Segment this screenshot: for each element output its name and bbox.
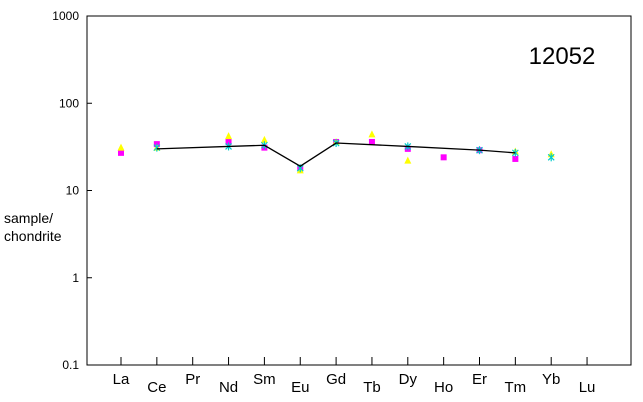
x-tick-label-lu: Lu bbox=[579, 379, 596, 396]
point-triangle bbox=[225, 132, 233, 140]
x-tick-label-tb: Tb bbox=[363, 379, 381, 396]
x-tick-label-gd: Gd bbox=[326, 371, 346, 388]
x-tick-label-pr: Pr bbox=[185, 371, 200, 388]
point-square bbox=[225, 138, 232, 145]
x-tick-label-yb: Yb bbox=[542, 371, 560, 388]
x-tick-label-nd: Nd bbox=[219, 379, 238, 396]
y-tick-label: 0.1 bbox=[62, 358, 79, 372]
x-tick-label-ce: Ce bbox=[147, 379, 166, 396]
point-square bbox=[512, 155, 519, 162]
y-axis-label-line-2: chondrite bbox=[4, 228, 62, 244]
y-tick-label: 10 bbox=[66, 184, 80, 198]
y-tick-label: 1 bbox=[72, 271, 79, 285]
series-line bbox=[156, 142, 516, 167]
chart-title: 12052 bbox=[529, 43, 596, 70]
x-tick-label-eu: Eu bbox=[291, 379, 309, 396]
x-tick-label-dy: Dy bbox=[399, 371, 418, 388]
x-tick-label-er: Er bbox=[472, 371, 487, 388]
point-triangle bbox=[260, 135, 268, 143]
point-square bbox=[440, 154, 447, 161]
point-cross bbox=[153, 143, 161, 152]
x-tick-label-ho: Ho bbox=[434, 379, 453, 396]
point-triangle bbox=[404, 156, 412, 164]
x-tick-label-la: La bbox=[113, 371, 130, 388]
x-tick-label-tm: Tm bbox=[505, 379, 527, 396]
y-tick-label: 100 bbox=[59, 96, 79, 110]
point-triangle bbox=[117, 143, 125, 151]
x-tick-label-sm: Sm bbox=[253, 371, 276, 388]
y-tick-label: 1000 bbox=[52, 9, 79, 23]
point-square bbox=[368, 138, 375, 145]
point-square bbox=[118, 149, 124, 156]
y-axis-label-line-1: sample/ bbox=[4, 210, 54, 226]
point-triangle bbox=[368, 130, 376, 138]
point-cross bbox=[547, 153, 555, 162]
